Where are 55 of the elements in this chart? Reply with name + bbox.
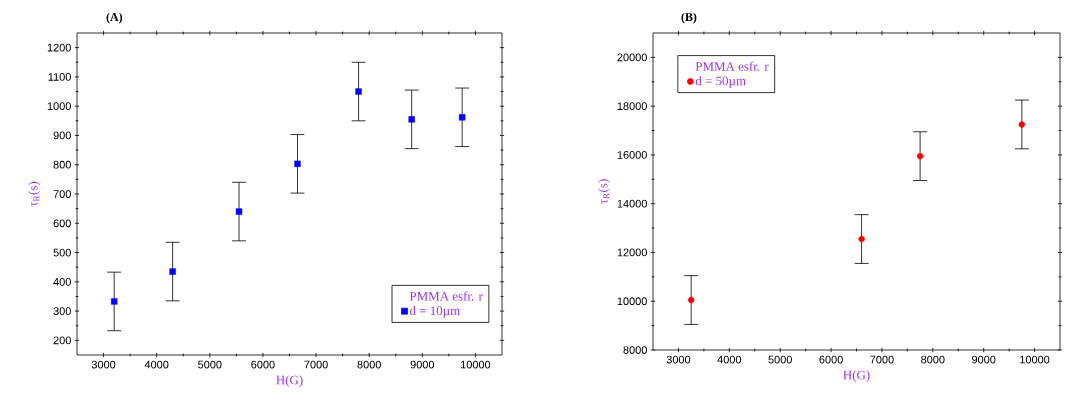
y-tick-label: 12000 [617, 248, 647, 257]
y-tick-label: 800 [53, 160, 71, 169]
x-tick-label: 3000 [666, 355, 691, 364]
x-tick-label: 7000 [304, 360, 328, 369]
point [111, 298, 118, 305]
y-axis-title: τ$_{R}$(s) [28, 181, 41, 207]
x-tick-label: 10000 [461, 360, 491, 369]
x-tick-label: 5000 [768, 355, 792, 364]
y-tick-label: 900 [53, 131, 71, 140]
point [169, 268, 176, 275]
x-tick-label: 9000 [410, 360, 435, 369]
y-tick-label: 1200 [47, 43, 71, 52]
legend-label: d = 50µm [695, 76, 746, 88]
x-tick-label: 3000 [91, 360, 116, 369]
x-tick-label: 4000 [144, 360, 169, 369]
y-tick-label: 10000 [617, 297, 647, 306]
legend-title: PMMA esfr. r [695, 61, 769, 71]
point [1018, 121, 1026, 128]
x-tick-label: 6000 [251, 360, 275, 369]
y-tick-label: 600 [53, 219, 71, 228]
y-tick-label: 1100 [48, 73, 71, 81]
point [294, 160, 301, 168]
point [235, 208, 243, 215]
legend-label: d = 10µm [409, 305, 461, 318]
y-tick-label: 18000 [617, 102, 647, 111]
y-tick-label: 14000 [617, 199, 647, 208]
point [858, 235, 865, 243]
x-tick-label: 9000 [972, 355, 996, 364]
x-tick-label: 4000 [717, 355, 742, 364]
y-tick-label: 700 [53, 190, 71, 198]
chart-title: (B) [681, 12, 697, 24]
legend-title: PMMA esfr. r [409, 291, 483, 301]
y-tick-label: 200 [53, 336, 71, 345]
y-tick-label: 500 [53, 248, 71, 257]
point [355, 88, 362, 95]
point [916, 152, 924, 160]
chart-title: (A) [106, 12, 123, 24]
x-axis-title: H(G) [276, 375, 303, 387]
point [408, 116, 415, 123]
x-tick-label: 8000 [357, 360, 381, 369]
point [687, 296, 695, 304]
y-axis-title: τ$_{R}$(s) [598, 179, 611, 204]
point [458, 114, 466, 121]
y-tick-label: 16000 [617, 151, 647, 159]
x-tick-label: 6000 [819, 355, 843, 364]
y-tick-label: 300 [53, 307, 71, 315]
y-tick-label: 20000 [617, 53, 647, 62]
x-axis-title: H(G) [843, 370, 870, 382]
x-tick-label: 8000 [921, 355, 945, 364]
y-tick-label: 1000 [47, 102, 71, 111]
x-tick-label: 7000 [870, 355, 894, 364]
y-tick-label: 8000 [623, 346, 647, 354]
x-tick-label: 10000 [1020, 355, 1050, 364]
x-tick-label: 5000 [198, 360, 222, 369]
y-tick-label: 400 [53, 277, 71, 286]
